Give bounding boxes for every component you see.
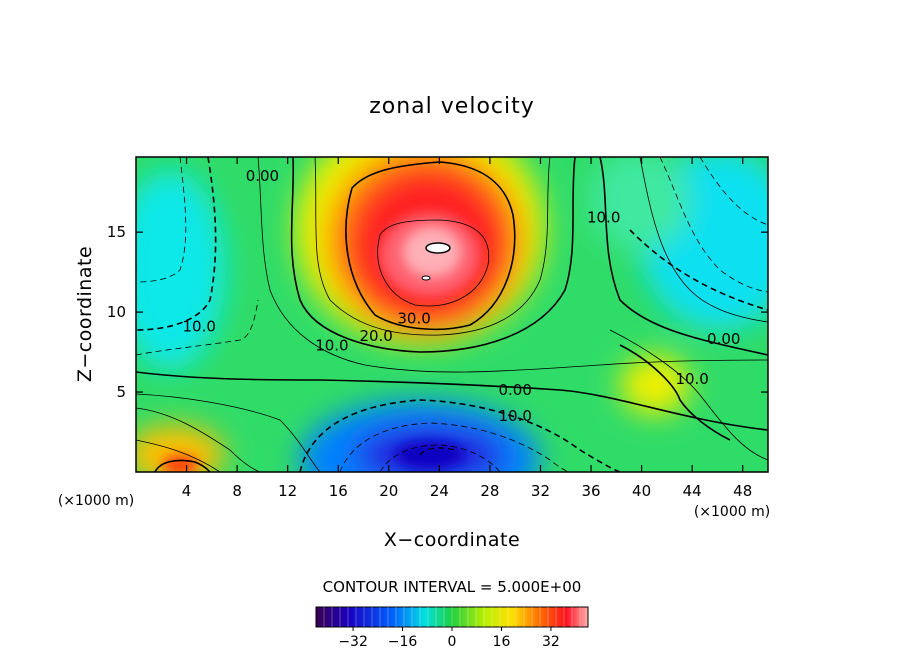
x-tick-label: 20: [379, 482, 398, 500]
y-tick-label: 15: [107, 223, 126, 241]
colorbar-tick-label: 16: [493, 634, 511, 650]
colorbar-tick-label: −16: [388, 634, 418, 650]
contour-label: 20.0: [359, 327, 392, 345]
contour-labels: 0.00 10.0 10.0 30.0 20.0 10.0 0.00 10.0 0.00 10.0: [182, 167, 740, 425]
contour-label: 0.00: [498, 381, 531, 399]
y-axis-label: Z−coordinate: [74, 246, 96, 382]
colorbar-ticks: −32 −16 0 16 32: [338, 627, 560, 650]
x-axis-label: X−coordinate: [384, 529, 520, 551]
contour-label: 0.00: [246, 167, 279, 185]
x-tick-label: 36: [581, 482, 600, 500]
x-tick-label: 32: [531, 482, 550, 500]
contour-label: 10.0: [587, 209, 620, 227]
colorbar-tick-label: 0: [448, 634, 457, 650]
colorbar-segments: [323, 607, 581, 627]
colorbar: −32 −16 0 16 32: [315, 606, 589, 650]
contour-label: 10.0: [675, 370, 708, 388]
x-tick-label: 4: [182, 482, 192, 500]
x-tick-label: 28: [480, 482, 499, 500]
x-tick-label: 24: [430, 482, 449, 500]
colorbar-tick-label: 32: [542, 634, 560, 650]
contour-label: 10.0: [182, 317, 215, 335]
contour-interval-text: CONTOUR INTERVAL = 5.000E+00: [323, 578, 582, 596]
plot-frame: [135, 156, 769, 473]
x-tick-label: 12: [278, 482, 297, 500]
y-tick-label: 5: [116, 383, 126, 401]
x-tick-label: 44: [683, 482, 702, 500]
x-tick-label: 16: [329, 482, 348, 500]
x-unit-label-right: (×1000 m): [694, 504, 770, 520]
x-axis-ticks: 4 8 12 16 20 24 28 32 36 40 44 48: [182, 157, 752, 500]
y-tick-label: 10: [107, 303, 126, 321]
chart-title: zonal velocity: [369, 94, 535, 119]
x-tick-label: 8: [232, 482, 242, 500]
y-axis-ticks: 5 10 15: [107, 223, 768, 401]
contour-label: 30.0: [397, 309, 430, 327]
contour-label: 10.0: [498, 407, 531, 425]
heatmap-field: [136, 157, 768, 472]
contour-label: 10.0: [315, 336, 348, 354]
colorbar-tick-label: −32: [338, 634, 368, 650]
x-tick-label: 40: [632, 482, 651, 500]
contour-label: 0.00: [707, 330, 740, 348]
x-unit-label-left: (×1000 m): [58, 493, 134, 509]
x-tick-label: 48: [733, 482, 752, 500]
